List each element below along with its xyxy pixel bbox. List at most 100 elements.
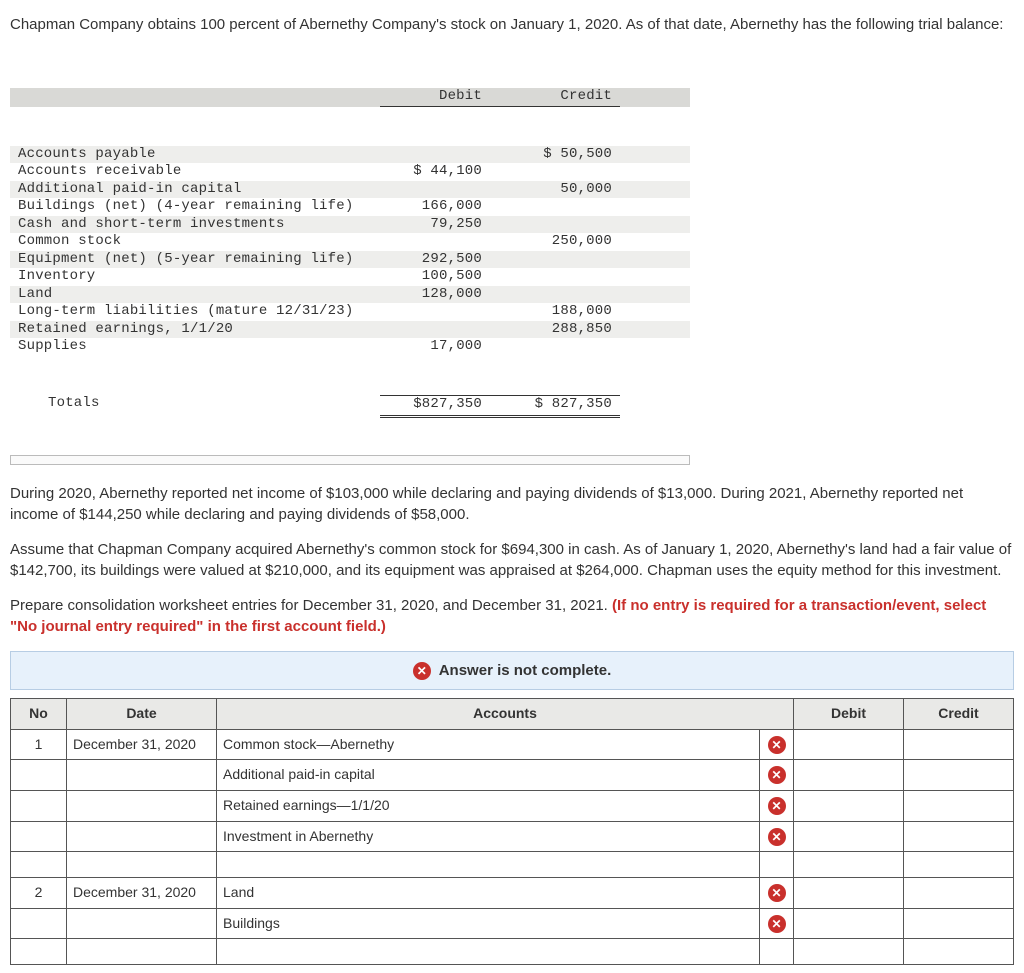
entry-row: Retained earnings—1/1/20 ✕ bbox=[11, 790, 1014, 821]
cell-credit[interactable] bbox=[904, 729, 1014, 760]
cell-debit[interactable] bbox=[794, 760, 904, 791]
cell-account[interactable]: Land bbox=[217, 878, 760, 909]
paragraph-2: During 2020, Abernethy reported net inco… bbox=[10, 483, 1014, 525]
tb-row: Land128,000 bbox=[10, 286, 690, 304]
cell-account[interactable]: Common stock—Abernethy bbox=[217, 729, 760, 760]
cell-debit[interactable] bbox=[794, 729, 904, 760]
scrollbar-stub bbox=[10, 455, 690, 465]
cell-credit[interactable] bbox=[904, 908, 1014, 939]
intro-paragraph: Chapman Company obtains 100 percent of A… bbox=[10, 14, 1014, 35]
tb-row: Supplies17,000 bbox=[10, 338, 690, 356]
tb-label: Buildings (net) (4-year remaining life) bbox=[10, 198, 380, 216]
tb-credit bbox=[500, 251, 620, 269]
cell-no bbox=[11, 790, 67, 821]
tb-debit: 79,250 bbox=[380, 216, 500, 234]
x-icon: ✕ bbox=[768, 797, 786, 815]
entry-row: Buildings ✕ bbox=[11, 908, 1014, 939]
cell-credit[interactable] bbox=[904, 852, 1014, 878]
tb-empty-head bbox=[10, 88, 380, 107]
tb-head-debit: Debit bbox=[380, 88, 500, 107]
tb-label: Common stock bbox=[10, 233, 380, 251]
cell-date[interactable] bbox=[67, 821, 217, 852]
cell-mark: ✕ bbox=[760, 760, 794, 791]
cell-no bbox=[11, 908, 67, 939]
cell-date[interactable]: December 31, 2020 bbox=[67, 729, 217, 760]
cell-debit[interactable] bbox=[794, 908, 904, 939]
cell-mark bbox=[760, 852, 794, 878]
entry-row bbox=[11, 939, 1014, 965]
tb-debit bbox=[380, 146, 500, 164]
cell-debit[interactable] bbox=[794, 852, 904, 878]
cell-date[interactable] bbox=[67, 939, 217, 965]
tb-credit bbox=[500, 338, 620, 356]
cell-credit[interactable] bbox=[904, 821, 1014, 852]
tb-label: Equipment (net) (5-year remaining life) bbox=[10, 251, 380, 269]
cell-mark: ✕ bbox=[760, 729, 794, 760]
cell-date[interactable] bbox=[67, 760, 217, 791]
tb-credit bbox=[500, 286, 620, 304]
cell-debit[interactable] bbox=[794, 939, 904, 965]
cell-mark: ✕ bbox=[760, 878, 794, 909]
cell-account[interactable]: Investment in Abernethy bbox=[217, 821, 760, 852]
tb-debit: 17,000 bbox=[380, 338, 500, 356]
tb-label: Land bbox=[10, 286, 380, 304]
tb-row: Additional paid-in capital 50,000 bbox=[10, 181, 690, 199]
entry-row: 2December 31, 2020Land ✕ bbox=[11, 878, 1014, 909]
cell-date[interactable]: December 31, 2020 bbox=[67, 878, 217, 909]
tb-credit: 50,000 bbox=[500, 181, 620, 199]
x-icon: ✕ bbox=[768, 828, 786, 846]
cell-debit[interactable] bbox=[794, 821, 904, 852]
tb-row: Cash and short-term investments79,250 bbox=[10, 216, 690, 234]
tb-row: Equipment (net) (5-year remaining life)2… bbox=[10, 251, 690, 269]
tb-debit: 100,500 bbox=[380, 268, 500, 286]
cell-account[interactable] bbox=[217, 852, 760, 878]
cell-mark: ✕ bbox=[760, 908, 794, 939]
tb-label: Inventory bbox=[10, 268, 380, 286]
cell-account[interactable]: Retained earnings—1/1/20 bbox=[217, 790, 760, 821]
tb-label: Additional paid-in capital bbox=[10, 181, 380, 199]
tb-totals-label: Totals bbox=[10, 395, 380, 418]
th-date: Date bbox=[67, 699, 217, 730]
x-icon: ✕ bbox=[768, 884, 786, 902]
cell-credit[interactable] bbox=[904, 939, 1014, 965]
tb-debit: $ 44,100 bbox=[380, 163, 500, 181]
cell-date[interactable] bbox=[67, 908, 217, 939]
journal-entry-table: No Date Accounts Debit Credit 1December … bbox=[10, 698, 1014, 965]
cell-date[interactable] bbox=[67, 790, 217, 821]
tb-label: Accounts receivable bbox=[10, 163, 380, 181]
tb-credit: 250,000 bbox=[500, 233, 620, 251]
tb-totals-debit: $827,350 bbox=[380, 395, 500, 418]
cell-no bbox=[11, 760, 67, 791]
x-icon: ✕ bbox=[768, 915, 786, 933]
cell-credit[interactable] bbox=[904, 760, 1014, 791]
cell-debit[interactable] bbox=[794, 878, 904, 909]
entry-row bbox=[11, 852, 1014, 878]
cell-credit[interactable] bbox=[904, 878, 1014, 909]
tb-credit bbox=[500, 163, 620, 181]
cell-account[interactable] bbox=[217, 939, 760, 965]
th-no: No bbox=[11, 699, 67, 730]
cell-no: 2 bbox=[11, 878, 67, 909]
tb-row: Accounts receivable$ 44,100 bbox=[10, 163, 690, 181]
notice-text: Answer is not complete. bbox=[439, 660, 612, 681]
tb-credit: 288,850 bbox=[500, 321, 620, 339]
th-credit: Credit bbox=[904, 699, 1014, 730]
tb-credit: $ 50,500 bbox=[500, 146, 620, 164]
cell-debit[interactable] bbox=[794, 790, 904, 821]
cell-account[interactable]: Additional paid-in capital bbox=[217, 760, 760, 791]
tb-credit bbox=[500, 268, 620, 286]
tb-debit bbox=[380, 181, 500, 199]
tb-label: Accounts payable bbox=[10, 146, 380, 164]
cell-mark: ✕ bbox=[760, 790, 794, 821]
x-icon: ✕ bbox=[768, 736, 786, 754]
tb-row: Inventory100,500 bbox=[10, 268, 690, 286]
cell-no bbox=[11, 852, 67, 878]
cell-credit[interactable] bbox=[904, 790, 1014, 821]
entry-row: 1December 31, 2020Common stock—Abernethy… bbox=[11, 729, 1014, 760]
cell-mark bbox=[760, 939, 794, 965]
cell-account[interactable]: Buildings bbox=[217, 908, 760, 939]
cell-date[interactable] bbox=[67, 852, 217, 878]
tb-credit: 188,000 bbox=[500, 303, 620, 321]
tb-label: Retained earnings, 1/1/20 bbox=[10, 321, 380, 339]
tb-debit bbox=[380, 321, 500, 339]
